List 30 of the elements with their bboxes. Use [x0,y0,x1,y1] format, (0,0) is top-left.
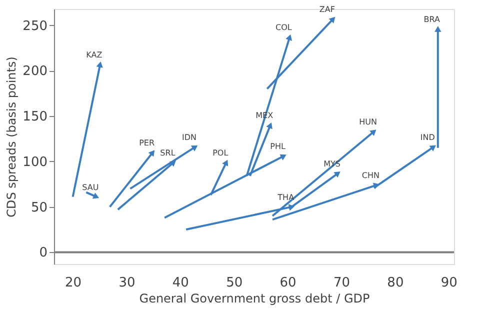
x-tick-label: 50 [226,276,243,290]
y-tick-label: 0 [39,246,48,261]
x-tick-label: 40 [172,276,189,290]
series-label: CHN [362,171,380,180]
x-tick-label: 20 [65,276,82,290]
y-tick-label: 200 [22,64,48,80]
series-label: THA [276,192,295,202]
y-tick-label: 50 [30,200,48,216]
y-tick-label: 100 [22,154,48,170]
y-axis-title: CDS spreads (basis points) [4,56,19,218]
x-tick-label: 30 [118,276,136,290]
y-tick-label: 250 [22,18,48,34]
series-label: SRL [160,148,176,158]
x-tick-label: 70 [333,276,350,290]
x-tick-label: 60 [280,276,296,290]
series-label: COL [276,23,292,32]
x-tick-label: 80 [387,276,404,290]
series-label: PER [139,138,155,148]
series-label: IDN [182,132,196,142]
x-axis-title: General Government gross debt / GDP [139,292,370,306]
series-label: BRA [424,14,441,24]
series-label: SAU [82,182,99,192]
series-label: HUN [359,118,377,127]
series-label: PHL [270,142,286,152]
y-tick-label: 150 [22,110,48,125]
series-label: ZAF [319,4,336,14]
series-label: KAZ [86,50,103,60]
series-label: POL [212,148,229,158]
x-tick-label: 90 [440,276,458,290]
series-label: IND [420,132,435,142]
